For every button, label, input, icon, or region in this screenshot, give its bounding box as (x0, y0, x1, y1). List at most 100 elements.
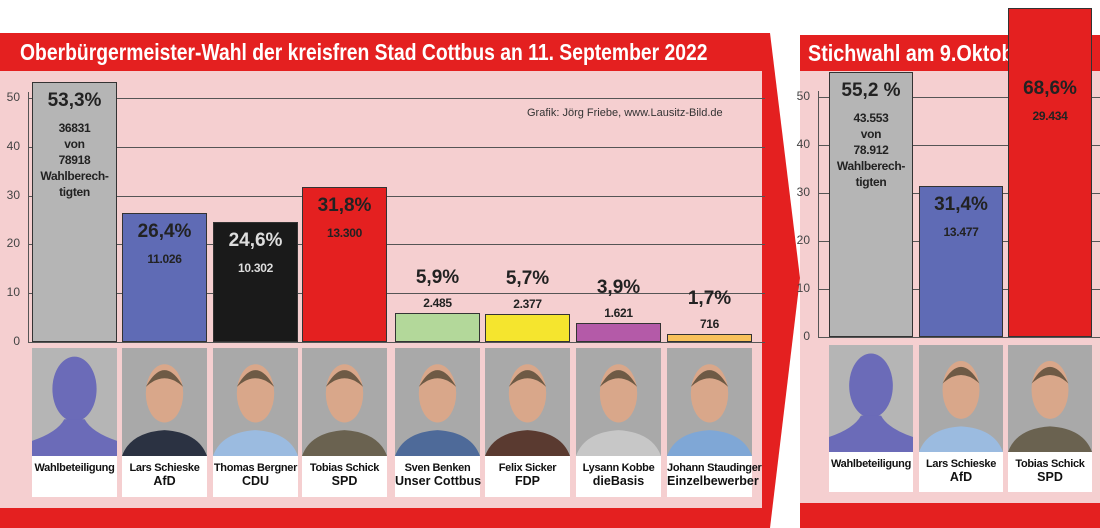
data-sublabel: 36831 (58, 120, 91, 135)
gridline (28, 195, 765, 197)
arrow-icon (762, 33, 800, 528)
data-sublabel: 13.300 (327, 225, 362, 240)
y-tick-label: 20 (6, 236, 20, 251)
gridline (28, 342, 765, 343)
candidate-photo (213, 348, 298, 456)
candidate-name: Lars Schieske (129, 462, 200, 474)
person-photo-icon (485, 348, 570, 456)
person-photo-icon (213, 348, 298, 456)
data-sublabel: 2.485 (423, 296, 452, 311)
gridline (818, 97, 1100, 98)
data-label: 5,9% (415, 267, 460, 289)
data-label: 31,4% (934, 194, 988, 216)
data-sublabel: 10.302 (238, 260, 273, 275)
candidate-party: dieBasis (592, 474, 645, 488)
gridline (818, 337, 1100, 338)
candidate-party: SPD (1037, 470, 1063, 484)
candidate-name: Thomas Bergner (213, 462, 298, 474)
candidate-photo (829, 345, 913, 452)
gridline (28, 293, 765, 295)
candidate-party: SPD (331, 474, 358, 488)
y-tick-label: 10 (6, 285, 20, 300)
candidate-party: Unser Cottbus (395, 474, 482, 488)
data-sublabel: von (860, 127, 882, 142)
data-label: 26,4% (137, 221, 192, 243)
data-sublabel: 43.553 (853, 111, 889, 126)
candidate-name: Felix Sicker (498, 462, 557, 474)
candidate-label: Tobias Schick SPD (1008, 452, 1092, 492)
candidate-party: AfD (153, 474, 176, 488)
data-sublabel: Wahlberech- (40, 168, 109, 183)
data-sublabel: 1.621 (604, 305, 633, 320)
person-photo-icon (122, 348, 207, 456)
y-tick-label: 40 (796, 137, 810, 151)
candidate-label: Johann Staudinger Einzelbewerber (667, 456, 762, 497)
y-tick-label: 0 (13, 334, 20, 348)
candidate-name: Sven Benken (404, 462, 471, 474)
y-axis (28, 92, 29, 342)
candidate-party: FDP (515, 474, 540, 488)
data-sublabel: Wahlberech- (836, 159, 906, 174)
data-sublabel: tigten (59, 184, 90, 199)
y-tick-label: 50 (6, 90, 20, 104)
person-photo-icon (576, 348, 661, 456)
candidate-label: Wahlbeteiligung (32, 456, 117, 497)
y-tick-label: 20 (796, 233, 810, 247)
data-sublabel: tigten (855, 175, 887, 190)
bar-tobias-schick (1008, 7, 1092, 337)
runoff-bottom-bar (800, 503, 1100, 528)
gridline (28, 146, 765, 148)
y-axis (818, 91, 819, 337)
candidate-name: Johann Staudinger (667, 462, 762, 474)
candidate-photo (1008, 345, 1092, 452)
candidate-label: Tobias Schick SPD (302, 456, 387, 497)
candidate-name: Lysann Kobbe (582, 462, 655, 474)
person-photo-icon (395, 348, 480, 456)
data-sublabel: von (64, 136, 85, 151)
candidate-photo (667, 348, 752, 456)
candidate-name: Tobias Schick (1015, 458, 1085, 470)
bar-felix-sicker (485, 314, 570, 342)
candidate-party: CDU (241, 474, 270, 488)
candidate-name: Lars Schieske (925, 458, 997, 470)
person-photo-icon (1008, 345, 1092, 452)
bar-johann-staudinger (667, 333, 752, 342)
data-sublabel: 13.477 (943, 225, 979, 240)
gridline (28, 244, 765, 246)
data-label: 55,2 % (841, 80, 901, 102)
candidate-label: Felix Sicker FDP (485, 456, 570, 497)
credit: Grafik: Jörg Friebe, www.Lausitz-Bild.de (527, 107, 723, 119)
candidate-name: Tobias Schick (309, 462, 380, 474)
candidate-label: Lars Schieske AfD (122, 456, 207, 497)
first-round-bottom-bar (0, 508, 765, 528)
candidate-photo (395, 348, 480, 456)
data-label: 31,8% (317, 194, 372, 216)
bar-lars-schieske (122, 213, 207, 342)
data-label: 24,6% (228, 229, 283, 251)
candidate-photo (32, 348, 117, 456)
data-sublabel: 78.912 (853, 143, 889, 158)
gridline (28, 98, 765, 99)
data-label: 1,7% (687, 287, 732, 309)
data-label: 53,3% (47, 89, 102, 111)
candidate-label: Sven Benken Unser Cottbus (395, 456, 482, 497)
data-label: 68,6% (1023, 78, 1077, 99)
candidate-photo (122, 348, 207, 456)
y-tick-label: 40 (6, 138, 20, 153)
data-sublabel: 78918 (58, 152, 91, 167)
data-label: 3,9% (596, 276, 641, 298)
y-tick-label: 30 (796, 185, 810, 199)
candidate-photo (919, 345, 1003, 452)
person-photo-icon (302, 348, 387, 456)
person-photo-icon (919, 345, 1003, 452)
candidate-party: AfD (949, 470, 973, 484)
y-tick-label: 0 (803, 329, 810, 343)
silhouette-icon (829, 353, 913, 452)
candidate-name: Wahlbeteiligung (34, 462, 115, 474)
bar-lysann-kobbe (576, 322, 661, 342)
data-sublabel: 29.434 (1032, 109, 1068, 123)
gridline (818, 145, 1100, 146)
candidate-label: Lars Schieske AfD (919, 452, 1003, 492)
candidate-label: Thomas Bergner CDU (213, 456, 298, 497)
bar-lars-schieske (919, 186, 1003, 337)
